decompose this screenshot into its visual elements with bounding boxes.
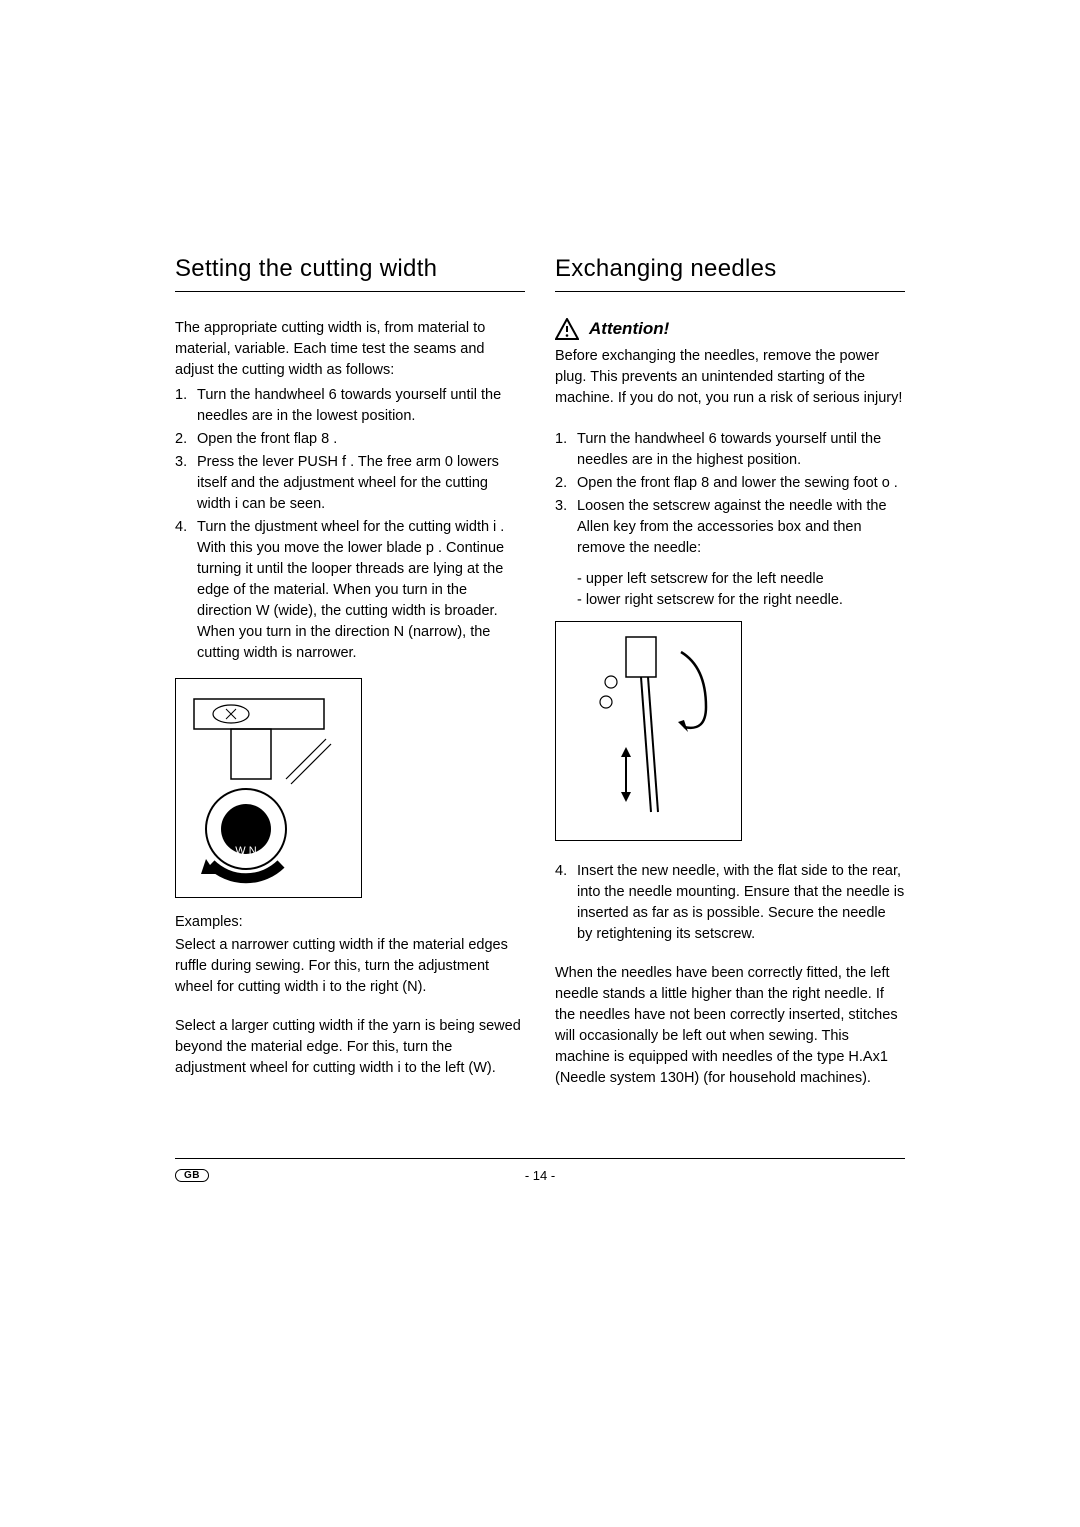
steps-list-right: 1.Turn the handwheel 6 towards yourself … — [555, 429, 905, 559]
list-item: 2.Open the front flap 8 . — [175, 429, 525, 450]
example-1: Select a narrower cutting width if the m… — [175, 935, 525, 998]
step-text: Turn the handwheel 6 towards yourself un… — [197, 387, 501, 424]
right-column: Exchanging needles Attention! Before exc… — [555, 255, 905, 1107]
figure-cutting-width: W N — [175, 678, 362, 898]
figure-needle — [555, 621, 742, 841]
step-text: Insert the new needle, with the flat sid… — [577, 863, 904, 942]
page-content: Setting the cutting width The appropriat… — [0, 0, 1080, 1107]
heading-exchanging-needles: Exchanging needles — [555, 255, 905, 292]
setscrew-sublist: - upper left setscrew for the left needl… — [577, 569, 905, 611]
step-text: Loosen the setscrew against the needle w… — [577, 498, 887, 556]
step-text: Open the front flap 8 . — [197, 431, 337, 447]
attention-label: Attention! — [589, 319, 669, 339]
list-item: 4.Turn the djustment wheel for the cutti… — [175, 517, 525, 664]
sub-item: - lower right setscrew for the right nee… — [577, 590, 905, 611]
steps-list-left: 1.Turn the handwheel 6 towards yourself … — [175, 385, 525, 664]
language-badge: GB — [175, 1169, 209, 1182]
step-text: Turn the djustment wheel for the cutting… — [197, 519, 504, 661]
attention-text: Before exchanging the needles, remove th… — [555, 346, 905, 409]
warning-icon — [555, 318, 579, 340]
example-2: Select a larger cutting width if the yar… — [175, 1016, 525, 1079]
intro-text: The appropriate cutting width is, from m… — [175, 318, 525, 381]
list-item: 3.Loosen the setscrew against the needle… — [555, 496, 905, 559]
list-item: 4.Insert the new needle, with the flat s… — [555, 861, 905, 945]
list-item: 2.Open the front flap 8 and lower the se… — [555, 473, 905, 494]
list-item: 1.Turn the handwheel 6 towards yourself … — [555, 429, 905, 471]
closing-text: When the needles have been correctly fit… — [555, 963, 905, 1089]
page-footer: GB - 14 - — [175, 1158, 905, 1182]
steps-list-right-2: 4.Insert the new needle, with the flat s… — [555, 861, 905, 945]
step-text: Turn the handwheel 6 towards yourself un… — [577, 431, 881, 468]
step-text: Open the front flap 8 and lower the sewi… — [577, 475, 898, 491]
examples-label: Examples: — [175, 912, 525, 933]
sub-item: - upper left setscrew for the left needl… — [577, 569, 905, 590]
list-item: 1.Turn the handwheel 6 towards yourself … — [175, 385, 525, 427]
attention-row: Attention! — [555, 318, 905, 340]
heading-cutting-width: Setting the cutting width — [175, 255, 525, 292]
left-column: Setting the cutting width The appropriat… — [175, 255, 525, 1107]
step-text: Press the lever PUSH f . The free arm 0 … — [197, 454, 499, 512]
svg-text:W N: W N — [235, 845, 256, 857]
list-item: 3.Press the lever PUSH f . The free arm … — [175, 452, 525, 515]
page-number: - 14 - — [525, 1168, 555, 1183]
